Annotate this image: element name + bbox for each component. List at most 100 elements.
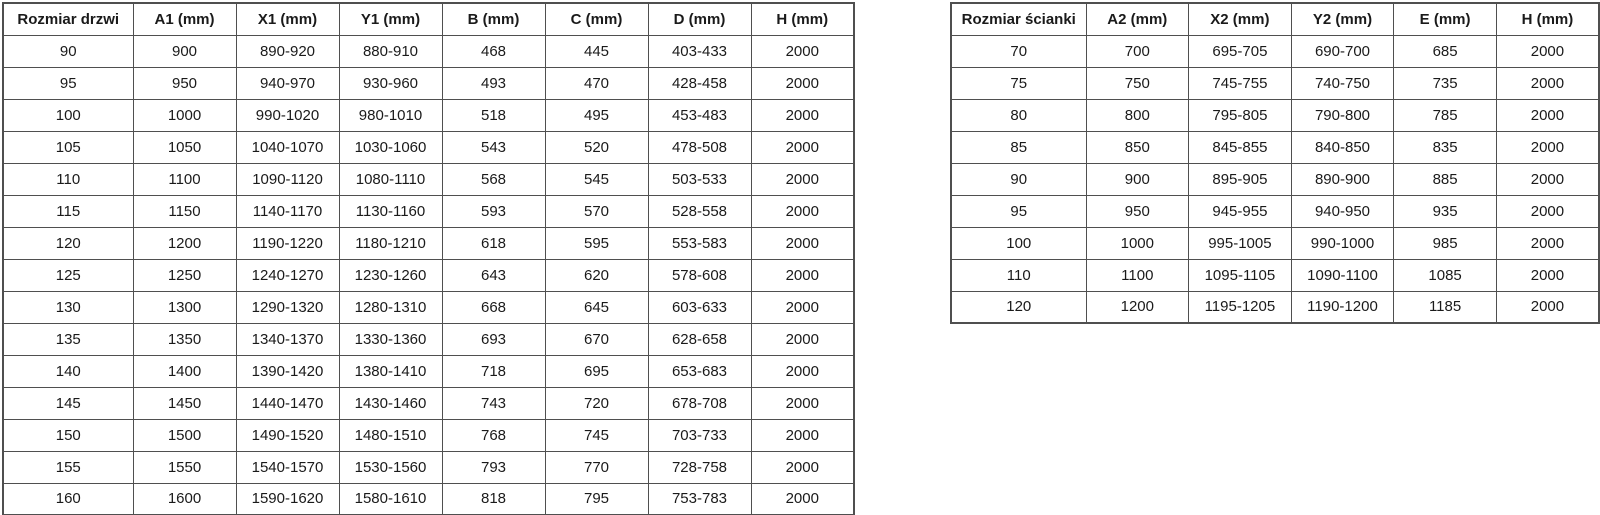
- table-row: 150 1500 1490-1520 1480-1510 768 745 703-733 20…: [2, 418, 855, 452]
- table-cell: 1540-1570: [235, 450, 340, 484]
- column-header: H (mm): [750, 2, 855, 36]
- table-cell: 2000: [750, 450, 855, 484]
- table-cell: 785: [1393, 98, 1497, 132]
- table-cell: 695-705: [1188, 34, 1292, 68]
- table-cell: 95: [2, 66, 134, 100]
- table-cell: 728-758: [647, 450, 752, 484]
- table-cell: 690-700: [1290, 34, 1395, 68]
- table-cell: 90: [2, 34, 134, 68]
- table-cell: 2000: [750, 130, 855, 164]
- table-cell: 930-960: [338, 66, 443, 100]
- table-cell: 100: [2, 98, 134, 132]
- table-row: 125 1250 1240-1270 1230-1260 643 620 578-608 20…: [2, 258, 855, 292]
- table-cell: 940-950: [1290, 194, 1395, 228]
- table-cell: 453-483: [647, 98, 752, 132]
- table-cell: 1090-1120: [235, 162, 340, 196]
- table-cell: 520: [544, 130, 649, 164]
- table-cell: 578-608: [647, 258, 752, 292]
- table-cell: 495: [544, 98, 649, 132]
- table-cell: 1500: [132, 418, 237, 452]
- table-cell: 678-708: [647, 386, 752, 420]
- table-cell: 895-905: [1188, 162, 1292, 196]
- table-row: 80 800 795-805 790-800 785 2000: [950, 98, 1600, 132]
- column-header: A2 (mm): [1085, 2, 1190, 36]
- table-row: 135 1350 1340-1370 1330-1360 693 670 628-658 20…: [2, 322, 855, 356]
- table-cell: 695: [544, 354, 649, 388]
- table-cell: 800: [1085, 98, 1190, 132]
- table-cell: 1390-1420: [235, 354, 340, 388]
- table-cell: 518: [441, 98, 546, 132]
- table-cell: 1090-1100: [1290, 258, 1395, 292]
- table-cell: 668: [441, 290, 546, 324]
- table-cell: 2000: [750, 258, 855, 292]
- table-cell: 2000: [750, 322, 855, 356]
- table-cell: 125: [2, 258, 134, 292]
- table-cell: 2000: [1495, 290, 1600, 324]
- table-cell: 1185: [1393, 290, 1497, 324]
- table-cell: 1250: [132, 258, 237, 292]
- column-header: C (mm): [544, 2, 649, 36]
- column-header: Rozmiar ścianki: [950, 2, 1087, 36]
- table-cell: 2000: [1495, 98, 1600, 132]
- table-cell: 1490-1520: [235, 418, 340, 452]
- table-cell: 985: [1393, 226, 1497, 260]
- table-cell: 445: [544, 34, 649, 68]
- table-cell: 130: [2, 290, 134, 324]
- table-cell: 745: [544, 418, 649, 452]
- table-cell: 743: [441, 386, 546, 420]
- table-row: 110 1100 1090-1120 1080-1110 568 545 503-533 20…: [2, 162, 855, 196]
- table-cell: 2000: [1495, 226, 1600, 260]
- table-cell: 835: [1393, 130, 1497, 164]
- table-cell: 845-855: [1188, 130, 1292, 164]
- table-cell: 793: [441, 450, 546, 484]
- table-row: 105 1050 1040-1070 1030-1060 543 520 478-508 20…: [2, 130, 855, 164]
- table-cell: 740-750: [1290, 66, 1395, 100]
- table-cell: 1290-1320: [235, 290, 340, 324]
- table-cell: 2000: [1495, 258, 1600, 292]
- table-cell: 478-508: [647, 130, 752, 164]
- table-cell: 120: [950, 290, 1087, 324]
- table-cell: 155: [2, 450, 134, 484]
- table-cell: 1095-1105: [1188, 258, 1292, 292]
- table-cell: 2000: [750, 34, 855, 68]
- column-header: Rozmiar drzwi: [2, 2, 134, 36]
- column-header: X2 (mm): [1188, 2, 1292, 36]
- table-row: 115 1150 1140-1170 1130-1160 593 570 528-558 20…: [2, 194, 855, 228]
- table-cell: 403-433: [647, 34, 752, 68]
- column-header: D (mm): [647, 2, 752, 36]
- table-cell: 753-783: [647, 482, 752, 515]
- table-cell: 100: [950, 226, 1087, 260]
- table-row: 130 1300 1290-1320 1280-1310 668 645 603-633 20…: [2, 290, 855, 324]
- table-row: 70 700 695-705 690-700 685 2000: [950, 34, 1600, 68]
- table-cell: 700: [1085, 34, 1190, 68]
- header-row: Rozmiar drzwi A1 (mm) X1 (mm) Y1 (mm) B (mm)…: [2, 2, 855, 36]
- table-cell: 1200: [1085, 290, 1190, 324]
- table-cell: 85: [950, 130, 1087, 164]
- table-cell: 768: [441, 418, 546, 452]
- table-row: 145 1450 1440-1470 1430-1460 743 720 678-708 20…: [2, 386, 855, 420]
- table-cell: 1230-1260: [338, 258, 443, 292]
- table-cell: 110: [950, 258, 1087, 292]
- table-cell: 470: [544, 66, 649, 100]
- table-cell: 1150: [132, 194, 237, 228]
- table-cell: 1400: [132, 354, 237, 388]
- table-cell: 2000: [1495, 194, 1600, 228]
- table-cell: 545: [544, 162, 649, 196]
- table-cell: 603-633: [647, 290, 752, 324]
- table-cell: 110: [2, 162, 134, 196]
- column-header: E (mm): [1393, 2, 1497, 36]
- column-header: X1 (mm): [235, 2, 340, 36]
- table-cell: 643: [441, 258, 546, 292]
- table-cell: 818: [441, 482, 546, 515]
- table-cell: 1450: [132, 386, 237, 420]
- table-cell: 90: [950, 162, 1087, 196]
- table-row: 100 1000 995-1005 990-1000 985 2000: [950, 226, 1600, 260]
- table-cell: 1085: [1393, 258, 1497, 292]
- table-cell: 703-733: [647, 418, 752, 452]
- table-cell: 1040-1070: [235, 130, 340, 164]
- table-cell: 950: [132, 66, 237, 100]
- table-cell: 1190-1200: [1290, 290, 1395, 324]
- table-cell: 428-458: [647, 66, 752, 100]
- table-row: 90 900 890-920 880-910 468 445 403-433 2000: [2, 34, 855, 68]
- table-row: 95 950 940-970 930-960 493 470 428-458 2000: [2, 66, 855, 100]
